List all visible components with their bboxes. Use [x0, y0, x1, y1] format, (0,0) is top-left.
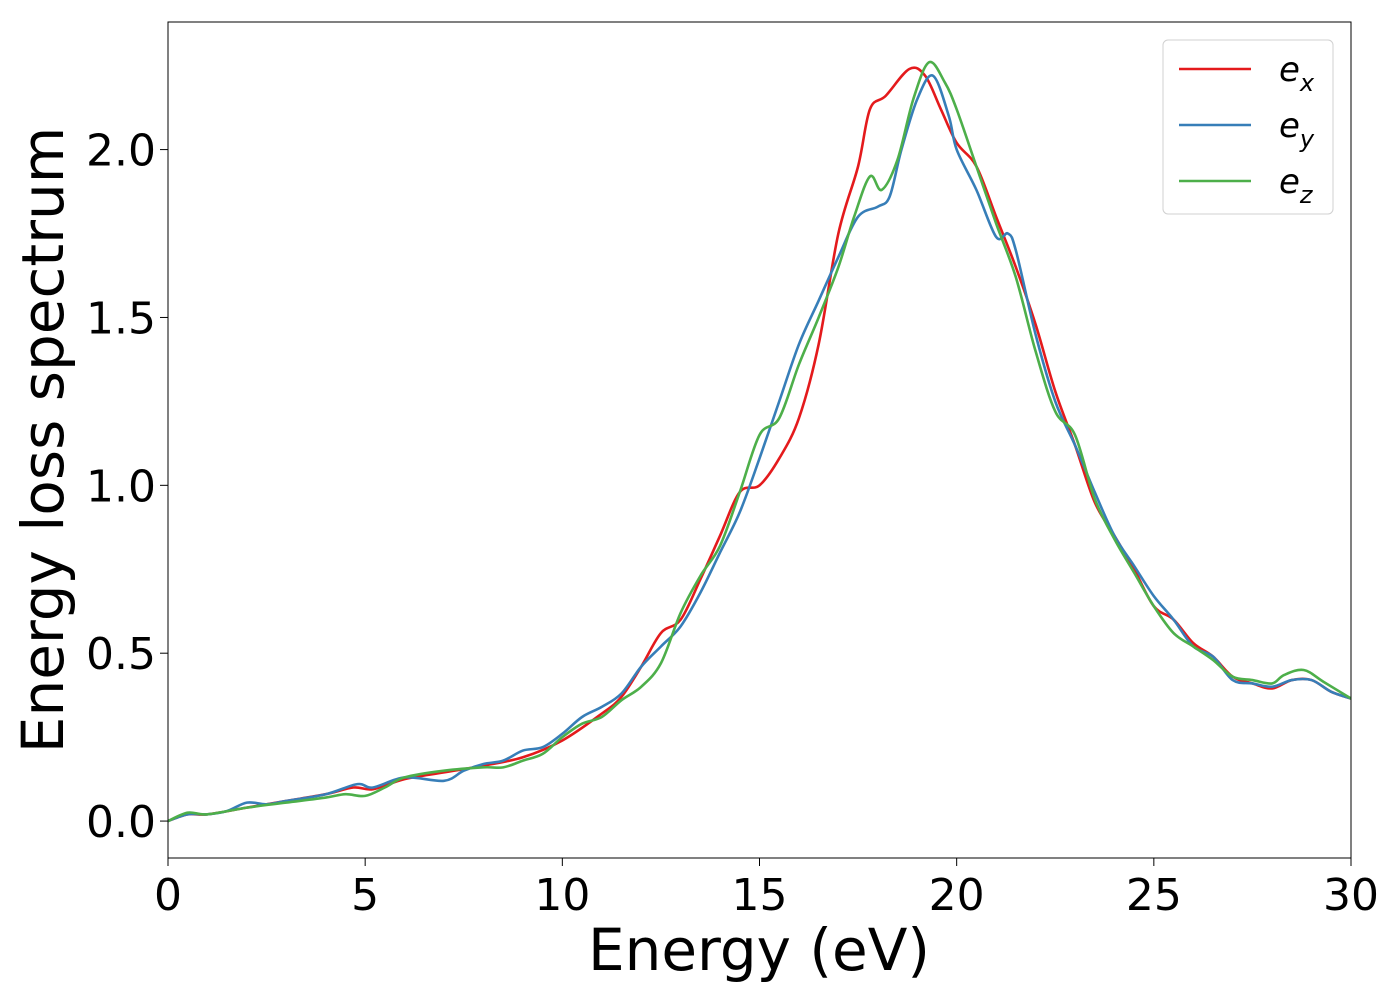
x-tick-label: 20 [929, 870, 985, 921]
x-tick-label: 5 [351, 870, 379, 921]
y-tick-label: 0.5 [86, 629, 156, 680]
legend-label-z: ez [1279, 162, 1314, 209]
x-tick-label: 25 [1126, 870, 1182, 921]
x-tick-label: 30 [1323, 870, 1379, 921]
series-lines [168, 60, 1351, 823]
x-axis-label: Energy (eV) [588, 916, 930, 984]
legend-label-x: ex [1279, 50, 1315, 97]
series-line-z [168, 60, 1351, 823]
legend-box [1162, 39, 1334, 215]
axes-ticks: 0 5 10 15 20 25 30 0.0 0.5 1.0 1.5 2.0 [86, 126, 1379, 921]
y-tick-label: 1.0 [86, 461, 156, 512]
y-axis-label: Energy loss spectrum [9, 127, 77, 753]
x-tick-label: 15 [732, 870, 788, 921]
y-tick-label: 0.0 [86, 797, 156, 848]
y-tick-label: 2.0 [86, 126, 156, 177]
x-tick-label: 10 [534, 870, 590, 921]
legend: ex ey ez [1162, 39, 1334, 215]
legend-label-y: ey [1279, 106, 1315, 153]
x-tick-label: 0 [154, 870, 182, 921]
y-tick-label: 1.5 [86, 293, 156, 344]
